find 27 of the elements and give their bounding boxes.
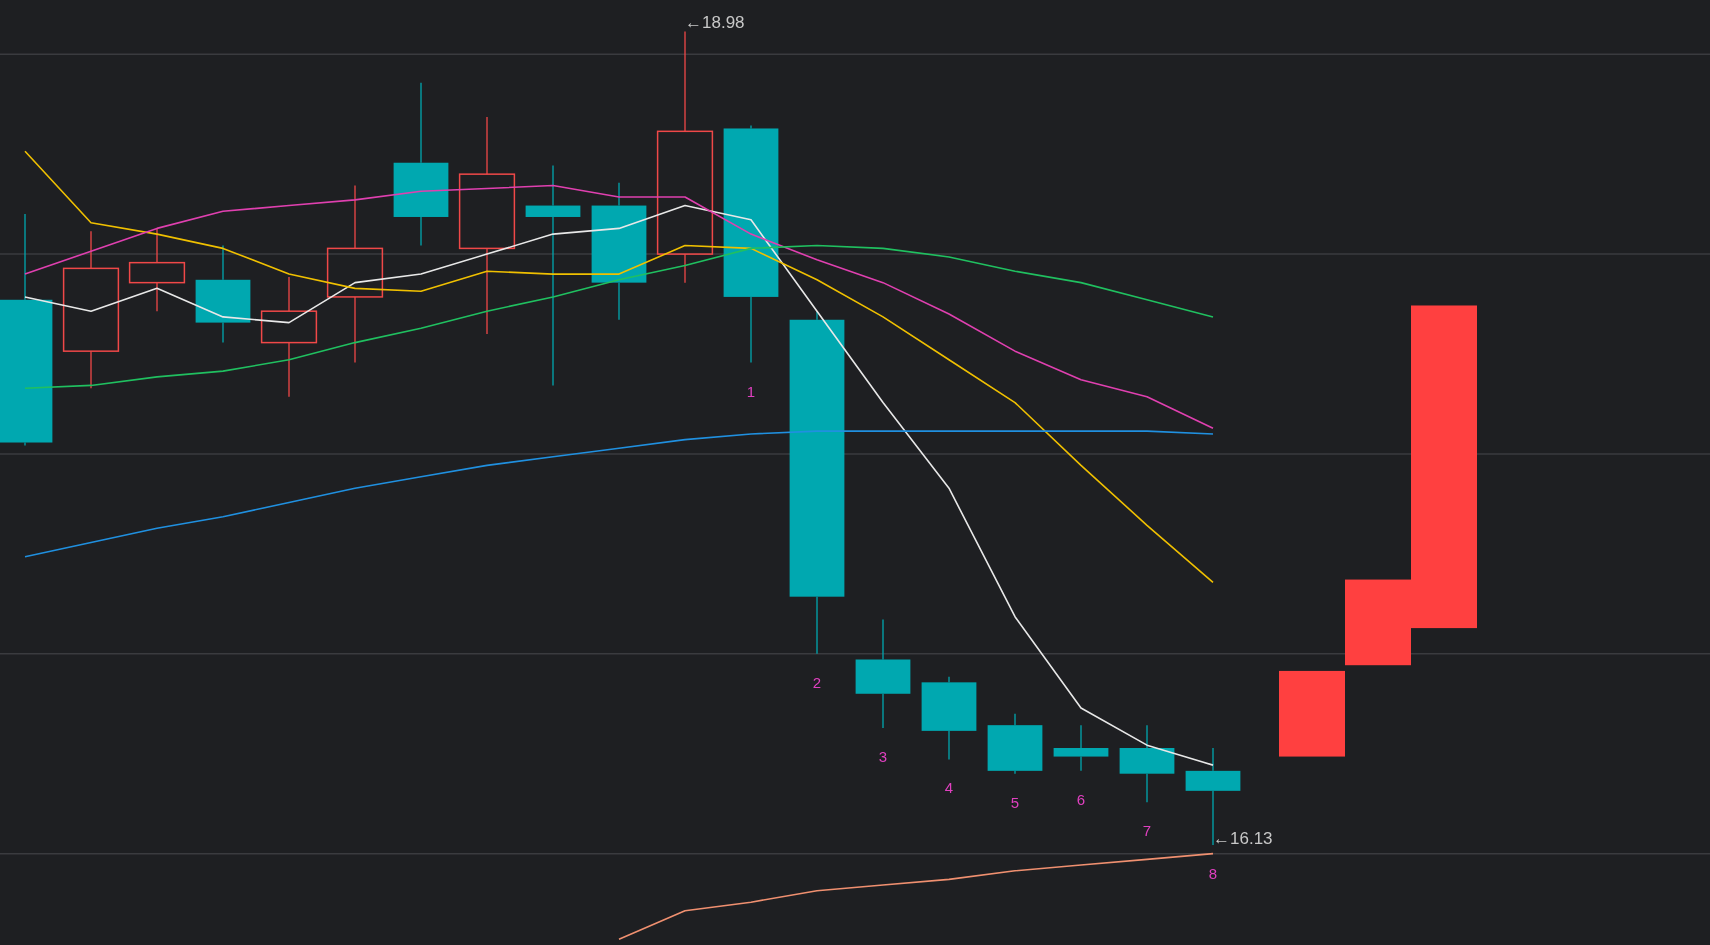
text: 8 [1208,865,1218,883]
candlestick [921,675,977,761]
annotation: ←16.13 [1213,828,1273,848]
text: 3 [878,747,888,765]
annotation: ←18.98 [685,12,745,32]
candlestick [128,227,186,312]
text: 2 [812,673,822,691]
candlestick [987,713,1043,775]
text: 1 [746,382,756,400]
candlestick [1053,724,1109,772]
candlestick [723,124,779,364]
candlestick [656,30,714,284]
text: 7 [1142,822,1152,840]
candlestick [591,182,647,321]
text: 5 [1010,793,1020,811]
candlestick [260,276,318,398]
candlestick [326,184,384,364]
candlestick [458,116,516,335]
candlestick [525,164,581,387]
candlestick [393,82,449,247]
candlestick [855,618,911,729]
text: 4 [944,779,954,797]
candlestick [195,244,251,344]
candlestick [62,230,120,389]
text: 6 [1076,790,1086,808]
candlestick [789,310,845,655]
candlestick [1119,724,1175,803]
